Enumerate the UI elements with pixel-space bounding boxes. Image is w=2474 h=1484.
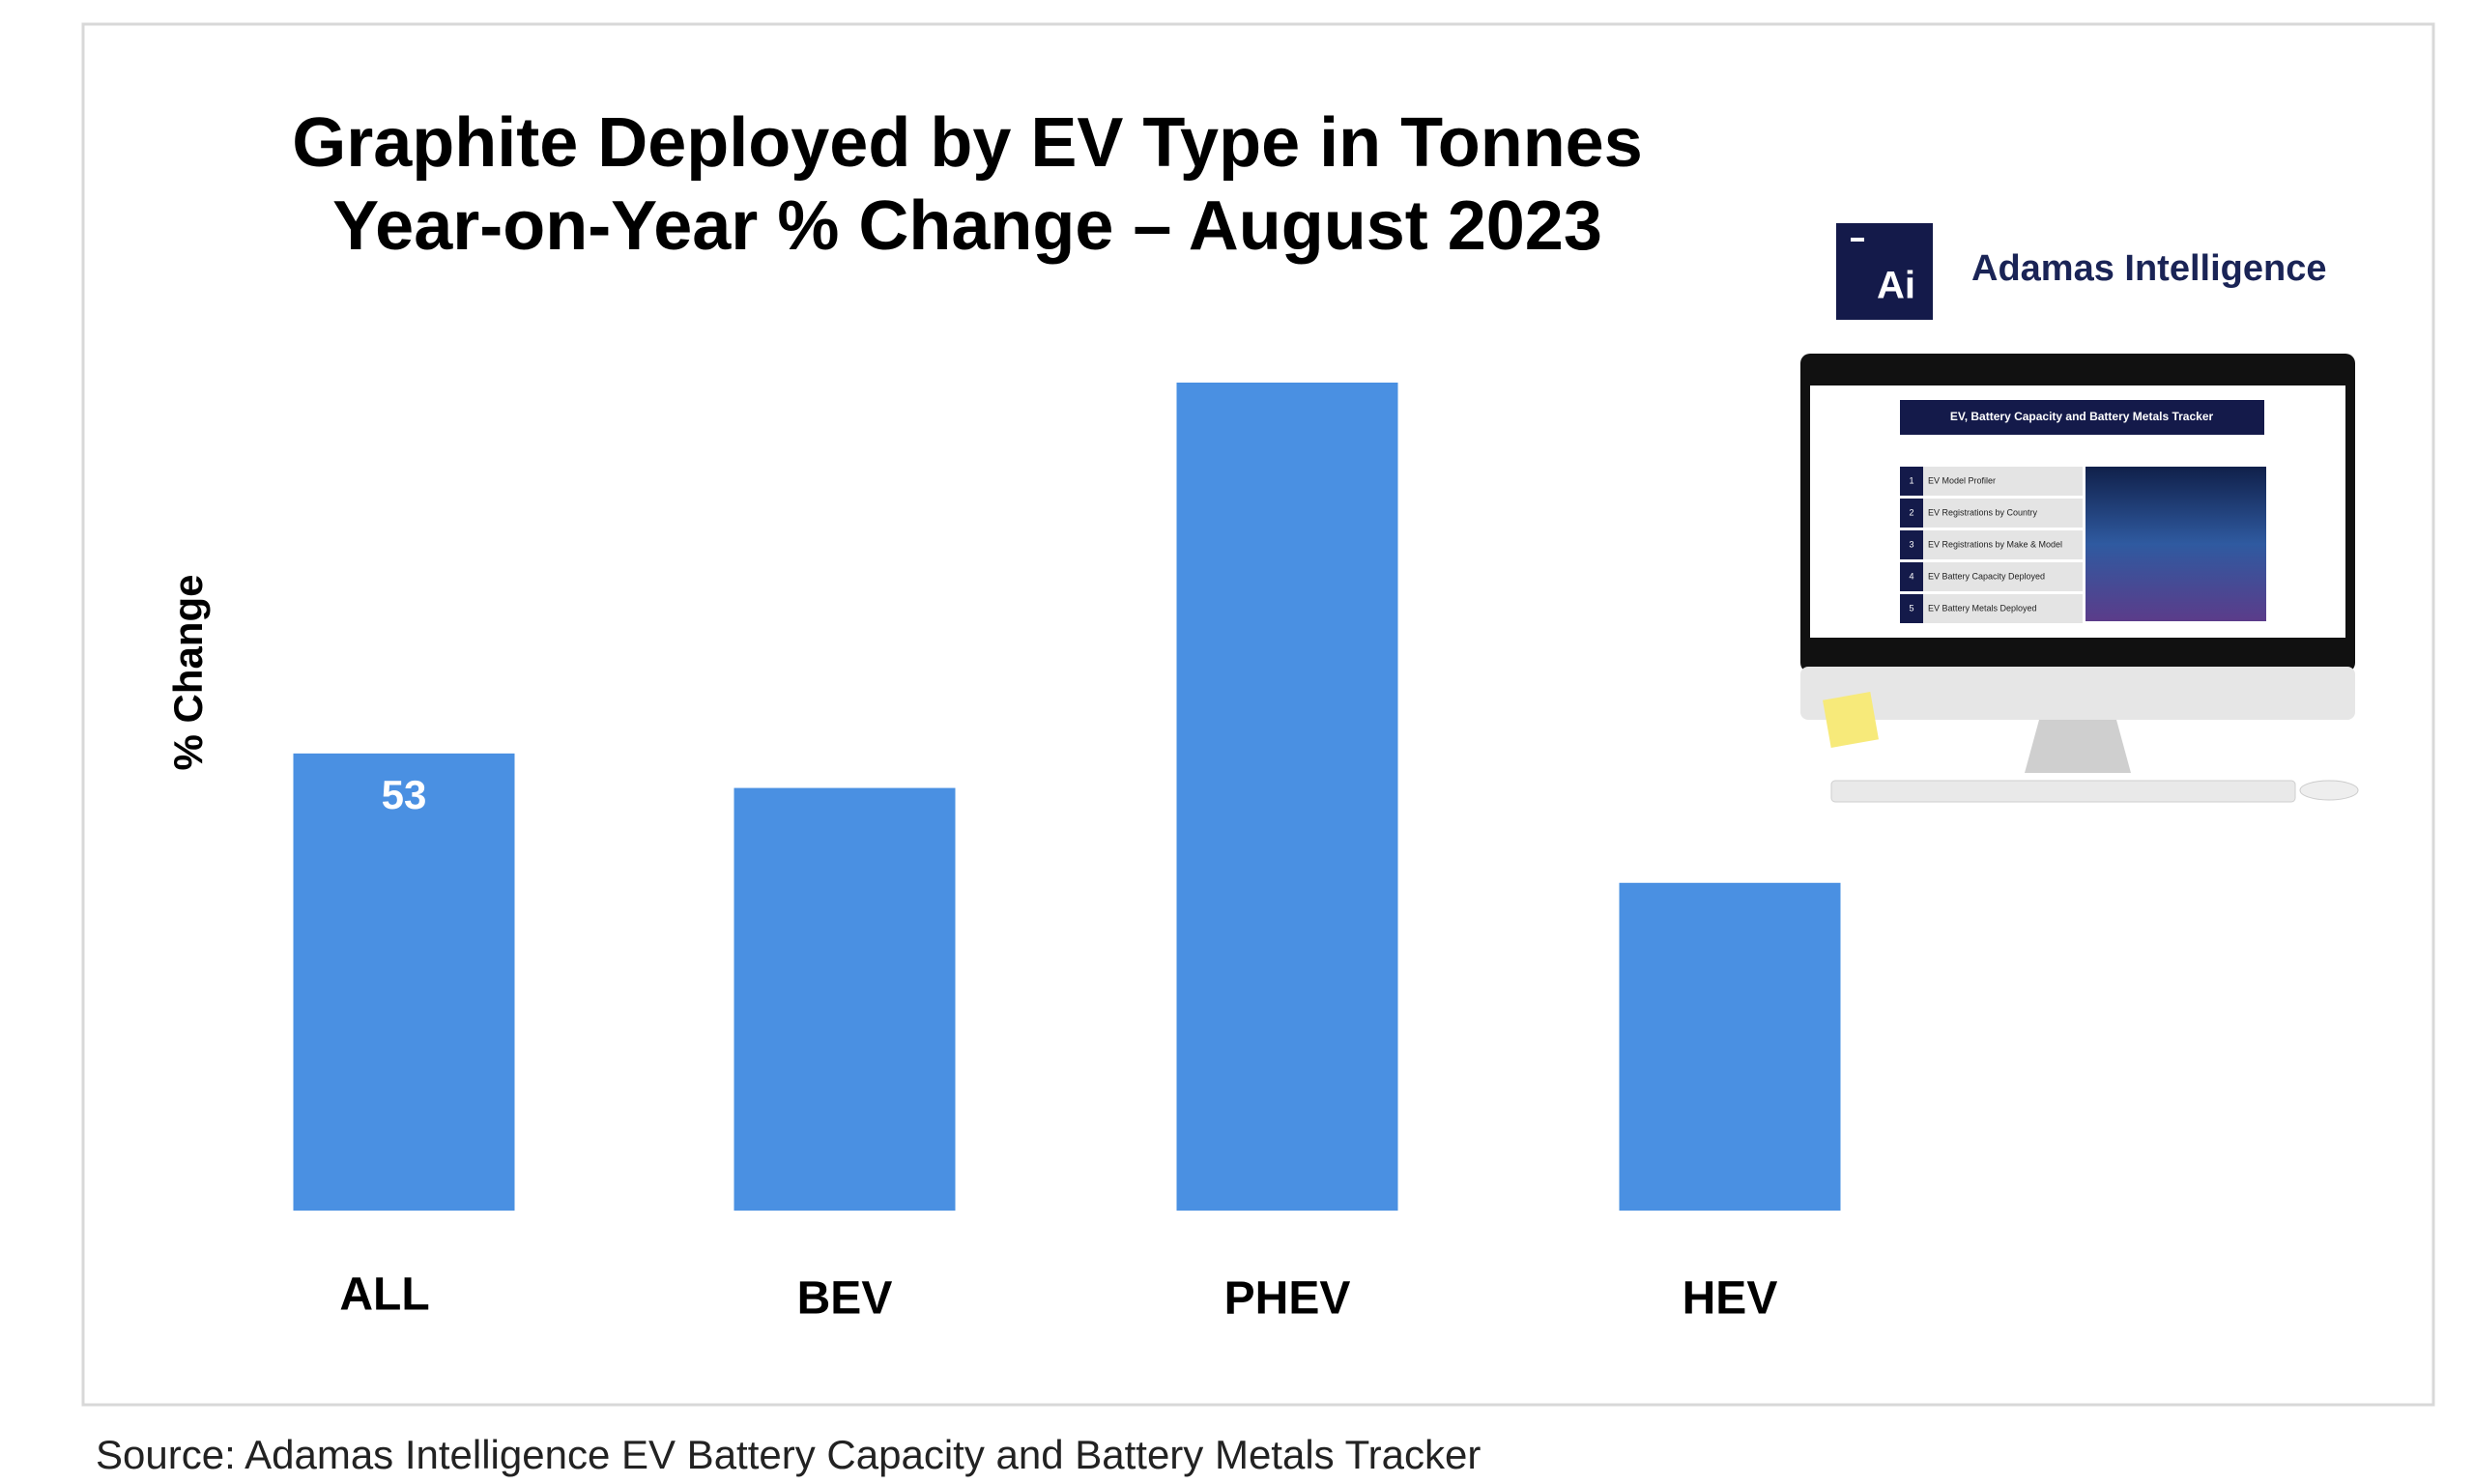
item-num: 2: [1909, 507, 1913, 517]
item-row: [1900, 594, 2083, 623]
item-label: EV Model Profiler: [1928, 475, 1996, 485]
screen-title: EV, Battery Capacity and Battery Metals …: [1950, 410, 2214, 423]
item-num-box: [1900, 562, 1923, 591]
item-label: EV Battery Capacity Deployed: [1928, 571, 2045, 581]
item-num: 5: [1909, 603, 1913, 613]
item-num: 4: [1909, 571, 1913, 581]
item-row: [1900, 562, 2083, 591]
item-num-box: [1900, 530, 1923, 559]
item-num: 1: [1909, 475, 1913, 485]
item-label: EV Battery Metals Deployed: [1928, 603, 2037, 613]
item-num-box: [1900, 499, 1923, 528]
item-label: EV Registrations by Country: [1928, 507, 2038, 517]
x-tick-label: PHEV: [1224, 1273, 1351, 1325]
item-num: 3: [1909, 539, 1913, 549]
x-tick-label: ALL: [339, 1270, 429, 1321]
brand: Adamas Intelligence: [1971, 248, 2326, 289]
bar: [1619, 882, 1841, 1211]
sticky-note: [1823, 692, 1879, 748]
source: Source: Adamas Intelligence EV Battery C…: [96, 1432, 1481, 1477]
bar: [1176, 383, 1398, 1211]
item-label: EV Registrations by Make & Model: [1928, 539, 2062, 549]
screen-header: [1900, 400, 2264, 435]
keyboard: [1830, 780, 2296, 803]
data-label: 53: [382, 772, 427, 817]
item-num-box: [1900, 594, 1923, 623]
monitor-chin: [1800, 667, 2355, 720]
bar: [734, 787, 956, 1211]
item-row: [1900, 530, 2083, 559]
item-row: [1900, 467, 2083, 496]
item-row: [1900, 499, 2083, 528]
x-tick-label: HEV: [1683, 1273, 1778, 1325]
mouse: [2299, 780, 2359, 801]
logo-dash: [1851, 238, 1864, 242]
chart-title: Graphite Deployed by EV Type in Tonnes: [292, 104, 1643, 182]
screen-image: [2086, 467, 2266, 621]
chart-title: Year-on-Year % Change – August 2023: [332, 187, 1602, 265]
bar: [293, 753, 515, 1211]
x-tick-label: BEV: [797, 1273, 893, 1325]
y-axis-label: % Change: [165, 574, 211, 770]
logo-text: Ai: [1877, 265, 1915, 307]
item-num-box: [1900, 467, 1923, 496]
stand: [2025, 720, 2131, 773]
